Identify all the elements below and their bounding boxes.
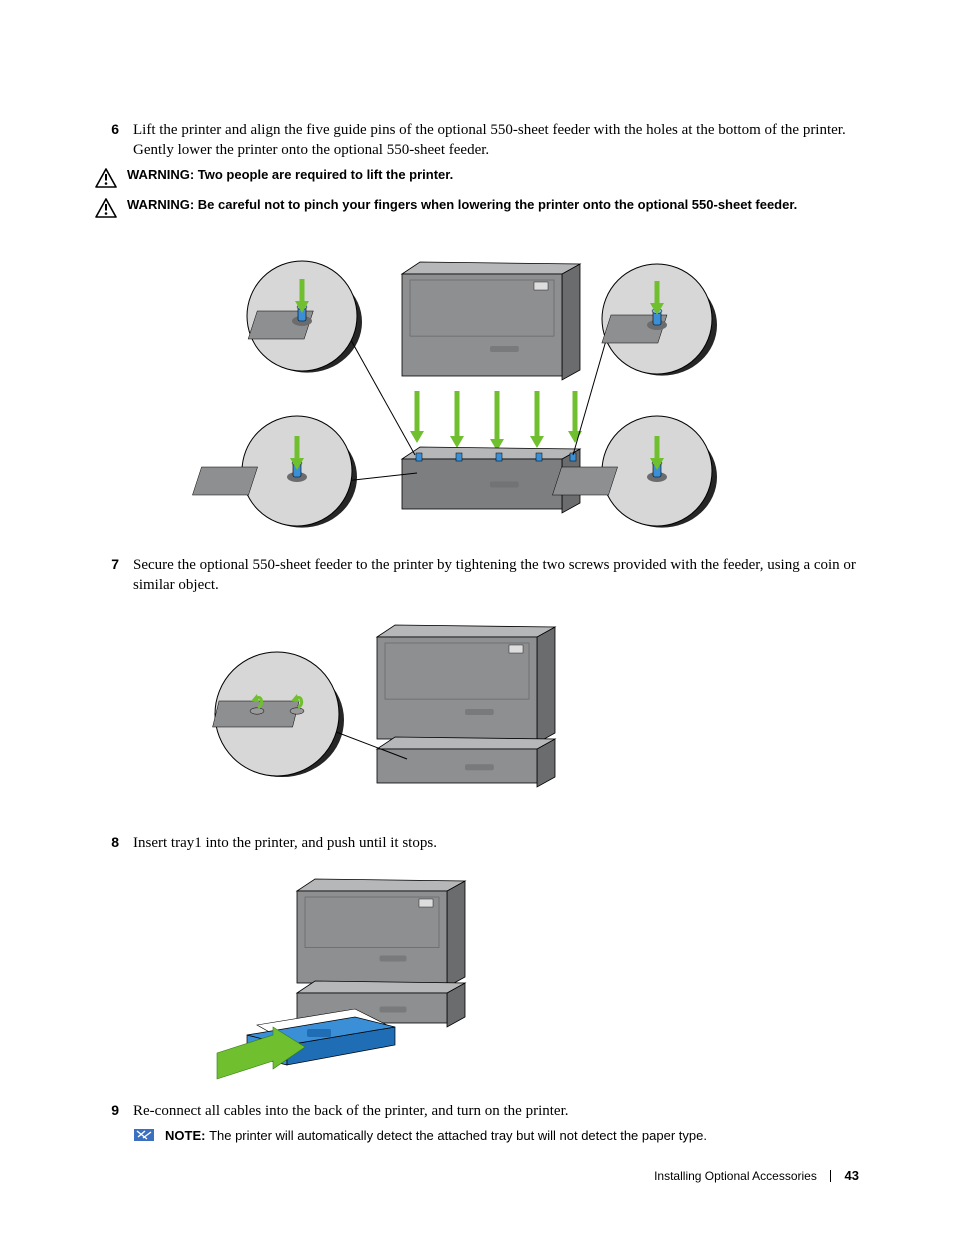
warning-1: WARNING: Two people are required to lift… [95, 167, 859, 193]
warning-text: WARNING: Two people are required to lift… [127, 167, 859, 184]
step-number: 6 [95, 120, 133, 139]
step-6: 6 Lift the printer and align the five gu… [95, 120, 859, 161]
note-icon [133, 1128, 155, 1151]
figure-align-pins [187, 241, 859, 541]
warning-label: WARNING: [127, 167, 198, 182]
step-9: 9 Re-connect all cables into the back of… [95, 1101, 859, 1121]
step-number: 9 [95, 1101, 133, 1120]
step-text: Insert tray1 into the printer, and push … [133, 833, 859, 853]
figure-screws [187, 609, 859, 819]
warning-icon [95, 168, 117, 193]
note-1: NOTE: The printer will automatically det… [133, 1128, 859, 1151]
step-text: Lift the printer and align the five guid… [133, 120, 859, 161]
note-body: The printer will automatically detect th… [209, 1128, 707, 1143]
step-number: 7 [95, 555, 133, 574]
step-text: Re-connect all cables into the back of t… [133, 1101, 859, 1121]
step-text: Secure the optional 550-sheet feeder to … [133, 555, 859, 596]
footer-page-number: 43 [845, 1168, 859, 1183]
note-text: NOTE: The printer will automatically det… [165, 1128, 707, 1145]
note-label: NOTE: [165, 1128, 209, 1143]
step-8: 8 Insert tray1 into the printer, and pus… [95, 833, 859, 853]
page-footer: Installing Optional Accessories 43 [654, 1168, 859, 1183]
warning-label: WARNING: [127, 197, 198, 212]
warning-body: Two people are required to lift the prin… [198, 167, 453, 182]
warning-2: WARNING: Be careful not to pinch your fi… [95, 197, 859, 223]
footer-separator [830, 1170, 831, 1182]
step-number: 8 [95, 833, 133, 852]
step-7: 7 Secure the optional 550-sheet feeder t… [95, 555, 859, 596]
warning-body: Be careful not to pinch your fingers whe… [198, 197, 798, 212]
figure-insert-tray [187, 867, 859, 1087]
warning-text: WARNING: Be careful not to pinch your fi… [127, 197, 859, 214]
footer-section: Installing Optional Accessories [654, 1169, 817, 1183]
page: 6 Lift the printer and align the five gu… [0, 0, 954, 1211]
warning-icon [95, 198, 117, 223]
